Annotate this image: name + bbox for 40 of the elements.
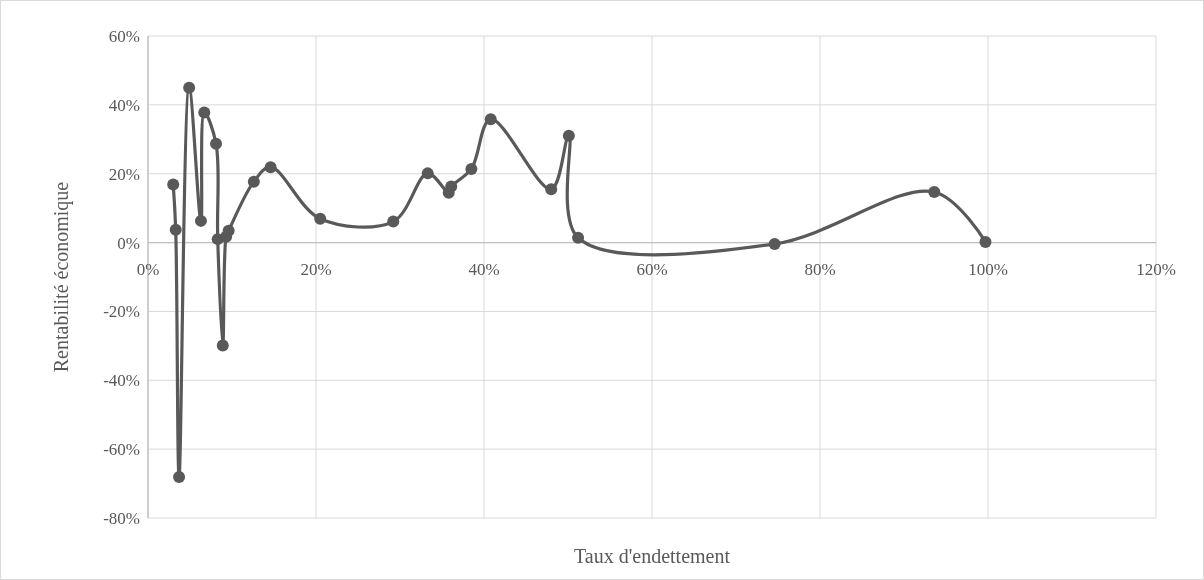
y-axis-title: Rentabilité économique [50, 181, 73, 373]
x-tick-label: 60% [636, 259, 668, 279]
y-tick-label: 40% [108, 95, 140, 115]
point [484, 113, 497, 126]
point [247, 175, 260, 188]
point [314, 212, 327, 225]
x-tick-label: 40% [468, 259, 500, 279]
point [169, 223, 182, 236]
point [562, 129, 575, 142]
y-tick-label: -60% [103, 440, 140, 460]
y-tick-label: -40% [103, 371, 140, 391]
x-tick-label: 120% [1136, 259, 1176, 279]
point [545, 183, 558, 196]
point [928, 185, 941, 198]
y-tick-label: 0% [117, 233, 140, 253]
point [198, 106, 211, 119]
x-axis-title: Taux d'endettement [573, 545, 731, 567]
point [264, 161, 277, 174]
point [167, 178, 180, 191]
x-tick-label: 100% [968, 259, 1008, 279]
point [194, 214, 207, 227]
x-tick-label: 20% [300, 259, 332, 279]
x-tick-label: 80% [804, 259, 836, 279]
y-tick-label: 20% [108, 164, 140, 184]
point [222, 224, 235, 237]
y-tick-label: -20% [103, 302, 140, 322]
point [421, 167, 434, 180]
point [387, 215, 400, 228]
point [173, 471, 186, 484]
point [210, 137, 223, 150]
point [572, 231, 585, 244]
point [183, 81, 196, 94]
y-tick-label: -80% [103, 509, 140, 528]
point [768, 237, 781, 250]
point [445, 180, 458, 193]
point [465, 162, 478, 175]
y-tick-label: 60% [108, 27, 140, 46]
point [979, 235, 992, 248]
point [216, 339, 229, 352]
x-tick-label: 0% [136, 259, 160, 279]
